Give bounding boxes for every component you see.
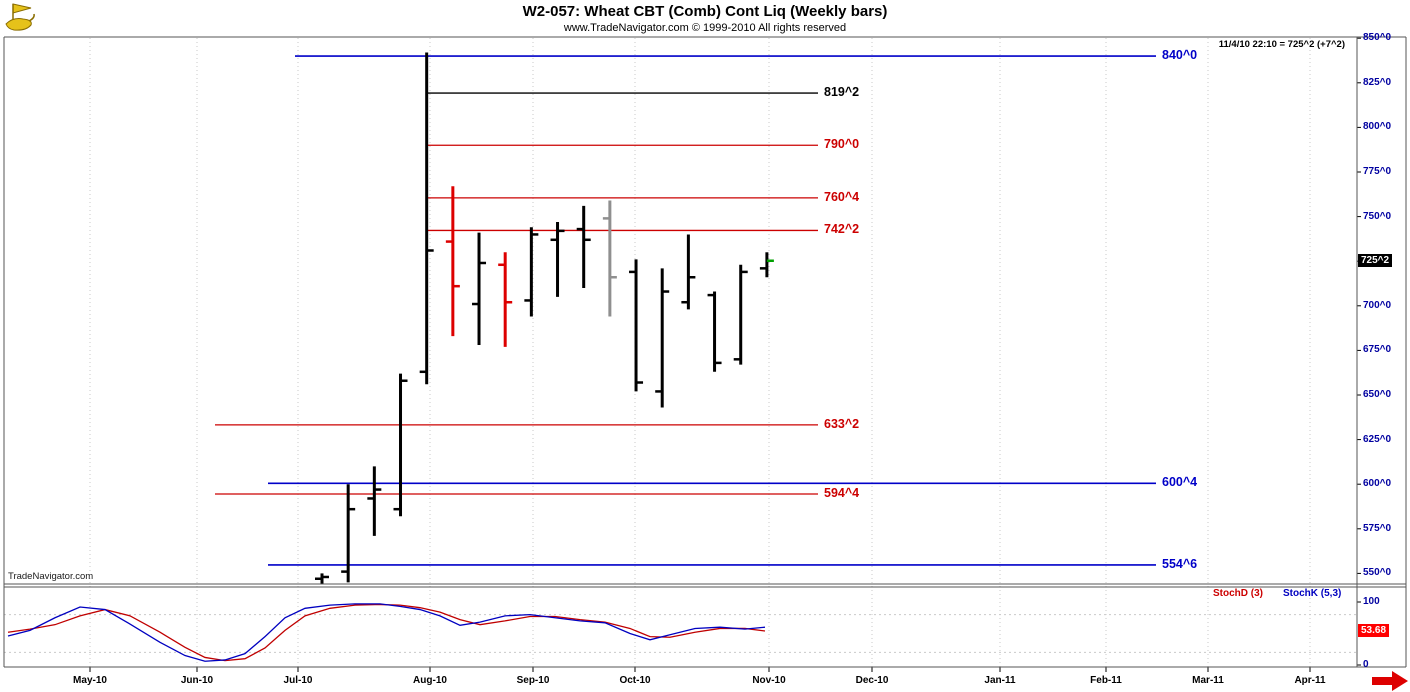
- price-bar[interactable]: [550, 221, 565, 297]
- price-bar[interactable]: [498, 252, 513, 347]
- price-bar[interactable]: [681, 234, 696, 310]
- price-bar[interactable]: [472, 232, 487, 346]
- stochk-line: [7, 603, 766, 662]
- price-bar[interactable]: [341, 484, 356, 583]
- price-bar[interactable]: [393, 373, 408, 517]
- scroll-right-arrow[interactable]: [1372, 671, 1408, 691]
- price-bar[interactable]: [367, 466, 382, 536]
- price-bar[interactable]: [733, 264, 748, 365]
- price-bar[interactable]: [315, 573, 329, 585]
- legend-stochk[interactable]: StochK (5,3): [1283, 588, 1342, 599]
- last-quote-annotation: 11/4/10 22:10 = 725^2 (+7^2): [1218, 39, 1345, 50]
- chart-title: W2-057: Wheat CBT (Comb) Cont Liq (Weekl…: [522, 3, 888, 20]
- tradenavigator-logo-icon: [5, 3, 35, 31]
- price-bar[interactable]: [602, 200, 617, 317]
- price-bar[interactable]: [629, 259, 644, 392]
- price-bar[interactable]: [419, 52, 434, 385]
- price-bar[interactable]: [576, 205, 591, 288]
- price-bar[interactable]: [445, 186, 460, 337]
- price-bar[interactable]: [707, 291, 722, 372]
- watermark: TradeNavigator.com: [8, 571, 94, 582]
- copyright-line: www.TradeNavigator.com © 1999-2010 All r…: [563, 22, 847, 34]
- stochd-line: [7, 603, 766, 662]
- price-bar[interactable]: [655, 268, 670, 408]
- last-price-tag: 725^2: [1358, 254, 1393, 267]
- price-bar[interactable]: [524, 227, 539, 317]
- stoch-value-tag: 53.68: [1358, 624, 1390, 637]
- legend-stochd[interactable]: StochD (3): [1213, 588, 1263, 599]
- price-bar[interactable]: [759, 252, 774, 278]
